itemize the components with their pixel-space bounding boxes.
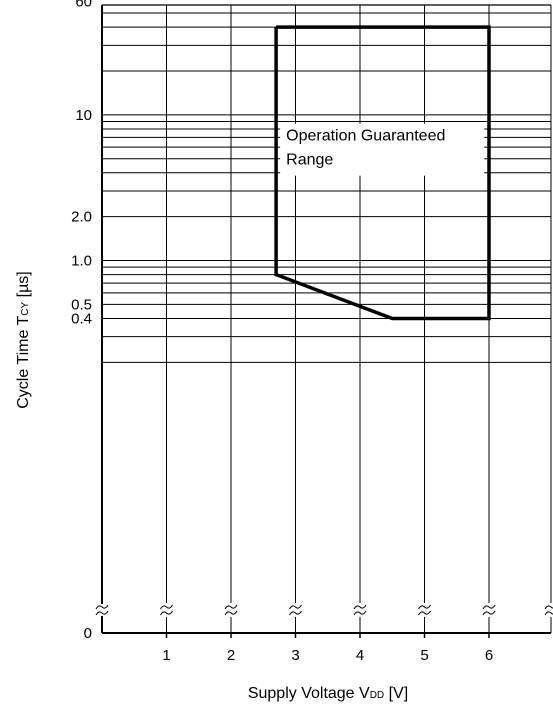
x-tick-labels: 1 2 3 4 5 6 [162,647,493,664]
break-mark [418,610,431,616]
y-tick-label: 60 [75,0,92,10]
axis-break-marks [95,603,553,617]
y-tick-label: 0.5 [71,296,92,313]
annotation-background [280,123,485,176]
break-mark [224,610,238,616]
break-gap [483,603,495,617]
break-mark [160,610,173,616]
break-mark [160,604,173,610]
operation-range-outline [274,25,491,321]
data-series [274,25,491,321]
break-mark [353,610,367,616]
break-mark [418,604,431,610]
break-mark [289,610,302,616]
break-gap [160,603,173,617]
y-axis-title: Cycle Time TCY [µs] [15,271,32,409]
break-gap [545,603,553,617]
x-tick-label: 5 [420,647,428,664]
y-tick-label: 1.0 [71,253,92,270]
y-tick-labels: 60 10 2.0 1.0 0.50.4 0 [71,0,92,642]
annotation-text-line: Range [286,152,333,169]
plot-frame [101,4,551,638]
break-gap [289,603,302,617]
region-annotation: Operation Guaranteed Range [280,123,485,176]
x-tick-label: 6 [485,647,493,664]
x-axis-title: Supply Voltage VDD [V] [248,685,408,702]
y-tick-label: 2.0 [71,209,92,226]
break-gap [354,603,366,617]
break-gap [225,603,237,617]
x-tick-label: 2 [227,647,235,664]
break-mark [482,604,496,610]
y-tick-label-zero: 0 [84,625,92,642]
break-gap [418,603,431,617]
x-tick-label: 1 [162,647,170,664]
y-tick-label: 10 [75,107,92,124]
x-tick-label: 3 [291,647,299,664]
break-mark [289,604,302,610]
break-mark [224,604,238,610]
break-mark [353,604,367,610]
break-mark [482,610,496,616]
break-gap [96,603,108,617]
break-mark [95,604,109,610]
break-mark [95,610,109,616]
break-mark [544,605,553,610]
y-tick-label: 0.4 [71,310,92,327]
annotation-text-line: Operation Guaranteed [286,128,445,145]
break-mark [544,611,553,616]
x-tick-label: 4 [356,647,364,664]
